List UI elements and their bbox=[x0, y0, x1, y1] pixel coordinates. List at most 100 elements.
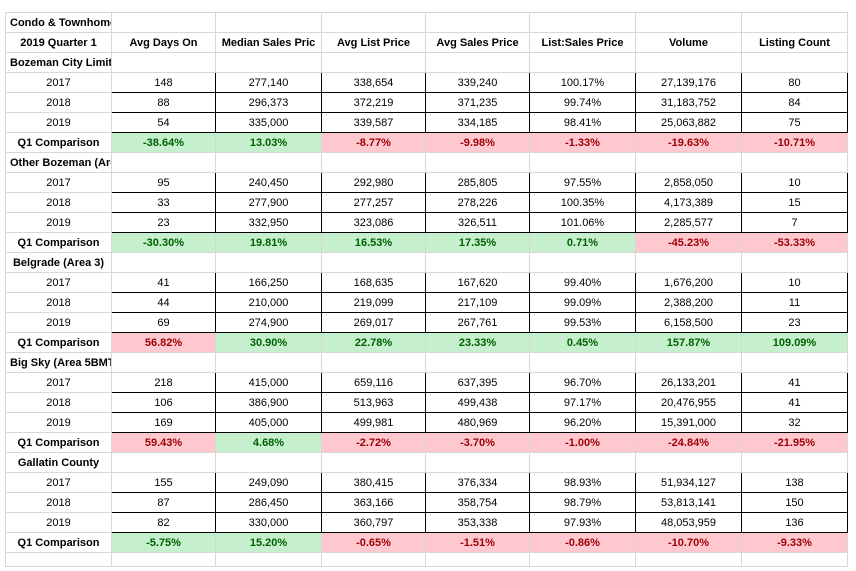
volume-cell[interactable]: 53,813,141 bbox=[635, 492, 742, 513]
avg-sales-price-comparison-cell[interactable]: 23.33% bbox=[425, 332, 530, 353]
avg-list-price-cell[interactable]: 323,086 bbox=[321, 212, 426, 233]
empty-cell[interactable] bbox=[741, 12, 848, 33]
avg-sales-price-comparison-cell[interactable]: -1.51% bbox=[425, 532, 530, 553]
avg-list-price-cell[interactable]: 339,587 bbox=[321, 112, 426, 133]
comparison-label[interactable]: Q1 Comparison bbox=[5, 532, 112, 553]
empty-cell[interactable] bbox=[215, 52, 322, 73]
empty-cell[interactable] bbox=[741, 252, 848, 273]
avg-days-on-cell[interactable]: 95 bbox=[111, 172, 216, 193]
empty-cell[interactable] bbox=[741, 552, 848, 567]
list-sales-price-cell[interactable]: 99.74% bbox=[529, 92, 636, 113]
comparison-label[interactable]: Q1 Comparison bbox=[5, 232, 112, 253]
year-cell[interactable]: 2019 bbox=[5, 212, 112, 233]
avg-days-on-comparison-cell[interactable]: 59.43% bbox=[111, 432, 216, 453]
empty-cell[interactable] bbox=[635, 252, 742, 273]
volume-comparison-cell[interactable]: -24.84% bbox=[635, 432, 742, 453]
sheet-title[interactable]: Condo & Townhome bbox=[5, 12, 112, 33]
empty-cell[interactable] bbox=[425, 452, 530, 473]
list-sales-price-comparison-cell[interactable]: -1.00% bbox=[529, 432, 636, 453]
median-sales-price-cell[interactable]: 332,950 bbox=[215, 212, 322, 233]
volume-cell[interactable]: 2,285,577 bbox=[635, 212, 742, 233]
empty-cell[interactable] bbox=[529, 152, 636, 173]
year-cell[interactable]: 2018 bbox=[5, 292, 112, 313]
median-sales-price-comparison-cell[interactable]: 4.68% bbox=[215, 432, 322, 453]
avg-list-price-comparison-cell[interactable]: 16.53% bbox=[321, 232, 426, 253]
empty-cell[interactable] bbox=[425, 352, 530, 373]
avg-sales-price-cell[interactable]: 326,511 bbox=[425, 212, 530, 233]
empty-cell[interactable] bbox=[111, 12, 216, 33]
avg-sales-price-comparison-cell[interactable]: 17.35% bbox=[425, 232, 530, 253]
comparison-label[interactable]: Q1 Comparison bbox=[5, 332, 112, 353]
avg-days-on-comparison-cell[interactable]: 56.82% bbox=[111, 332, 216, 353]
empty-cell[interactable] bbox=[635, 52, 742, 73]
volume-cell[interactable]: 51,934,127 bbox=[635, 472, 742, 493]
median-sales-price-comparison-cell[interactable]: 19.81% bbox=[215, 232, 322, 253]
median-sales-price-cell[interactable]: 210,000 bbox=[215, 292, 322, 313]
avg-list-price-comparison-cell[interactable]: 22.78% bbox=[321, 332, 426, 353]
comparison-label[interactable]: Q1 Comparison bbox=[5, 432, 112, 453]
header-avg-list-price[interactable]: Avg List Price bbox=[321, 32, 426, 53]
median-sales-price-cell[interactable]: 405,000 bbox=[215, 412, 322, 433]
volume-cell[interactable]: 4,173,389 bbox=[635, 192, 742, 213]
list-sales-price-cell[interactable]: 97.55% bbox=[529, 172, 636, 193]
avg-sales-price-cell[interactable]: 167,620 bbox=[425, 272, 530, 293]
avg-list-price-comparison-cell[interactable]: -0.65% bbox=[321, 532, 426, 553]
list-sales-price-cell[interactable]: 100.35% bbox=[529, 192, 636, 213]
empty-cell[interactable] bbox=[635, 552, 742, 567]
volume-cell[interactable]: 26,133,201 bbox=[635, 372, 742, 393]
list-sales-price-cell[interactable]: 98.93% bbox=[529, 472, 636, 493]
year-cell[interactable]: 2019 bbox=[5, 512, 112, 533]
volume-cell[interactable]: 31,183,752 bbox=[635, 92, 742, 113]
median-sales-price-cell[interactable]: 277,900 bbox=[215, 192, 322, 213]
avg-days-on-cell[interactable]: 148 bbox=[111, 72, 216, 93]
list-sales-price-cell[interactable]: 99.53% bbox=[529, 312, 636, 333]
avg-sales-price-cell[interactable]: 278,226 bbox=[425, 192, 530, 213]
avg-list-price-cell[interactable]: 269,017 bbox=[321, 312, 426, 333]
avg-sales-price-cell[interactable]: 353,338 bbox=[425, 512, 530, 533]
avg-sales-price-cell[interactable]: 371,235 bbox=[425, 92, 530, 113]
year-cell[interactable]: 2017 bbox=[5, 372, 112, 393]
empty-cell[interactable] bbox=[321, 12, 426, 33]
list-sales-price-cell[interactable]: 100.17% bbox=[529, 72, 636, 93]
listing-count-comparison-cell[interactable]: -21.95% bbox=[741, 432, 848, 453]
section-title[interactable]: Big Sky (Area 5BMT, 5BMV) bbox=[5, 352, 112, 373]
avg-days-on-cell[interactable]: 218 bbox=[111, 372, 216, 393]
listing-count-cell[interactable]: 84 bbox=[741, 92, 848, 113]
empty-cell[interactable] bbox=[425, 252, 530, 273]
year-cell[interactable]: 2018 bbox=[5, 192, 112, 213]
header-avg-sales-price[interactable]: Avg Sales Price bbox=[425, 32, 530, 53]
volume-cell[interactable]: 15,391,000 bbox=[635, 412, 742, 433]
median-sales-price-cell[interactable]: 286,450 bbox=[215, 492, 322, 513]
avg-list-price-cell[interactable]: 380,415 bbox=[321, 472, 426, 493]
listing-count-cell[interactable]: 41 bbox=[741, 372, 848, 393]
volume-comparison-cell[interactable]: -45.23% bbox=[635, 232, 742, 253]
empty-cell[interactable] bbox=[215, 152, 322, 173]
median-sales-price-comparison-cell[interactable]: 30.90% bbox=[215, 332, 322, 353]
year-cell[interactable]: 2019 bbox=[5, 112, 112, 133]
empty-cell[interactable] bbox=[741, 152, 848, 173]
section-title[interactable]: Other Bozeman (Area 2) bbox=[5, 152, 112, 173]
year-cell[interactable]: 2017 bbox=[5, 72, 112, 93]
listing-count-cell[interactable]: 7 bbox=[741, 212, 848, 233]
volume-cell[interactable]: 2,388,200 bbox=[635, 292, 742, 313]
list-sales-price-cell[interactable]: 97.93% bbox=[529, 512, 636, 533]
listing-count-cell[interactable]: 10 bbox=[741, 172, 848, 193]
empty-cell[interactable] bbox=[215, 12, 322, 33]
avg-list-price-cell[interactable]: 338,654 bbox=[321, 72, 426, 93]
empty-cell[interactable] bbox=[529, 552, 636, 567]
listing-count-comparison-cell[interactable]: -53.33% bbox=[741, 232, 848, 253]
empty-cell[interactable] bbox=[741, 352, 848, 373]
avg-days-on-cell[interactable]: 23 bbox=[111, 212, 216, 233]
list-sales-price-cell[interactable]: 99.09% bbox=[529, 292, 636, 313]
volume-comparison-cell[interactable]: -19.63% bbox=[635, 132, 742, 153]
year-cell[interactable]: 2018 bbox=[5, 92, 112, 113]
avg-sales-price-cell[interactable]: 358,754 bbox=[425, 492, 530, 513]
volume-cell[interactable]: 27,139,176 bbox=[635, 72, 742, 93]
avg-sales-price-comparison-cell[interactable]: -9.98% bbox=[425, 132, 530, 153]
empty-cell[interactable] bbox=[321, 552, 426, 567]
empty-cell[interactable] bbox=[215, 452, 322, 473]
listing-count-cell[interactable]: 32 bbox=[741, 412, 848, 433]
list-sales-price-cell[interactable]: 101.06% bbox=[529, 212, 636, 233]
volume-cell[interactable]: 25,063,882 bbox=[635, 112, 742, 133]
list-sales-price-cell[interactable]: 97.17% bbox=[529, 392, 636, 413]
